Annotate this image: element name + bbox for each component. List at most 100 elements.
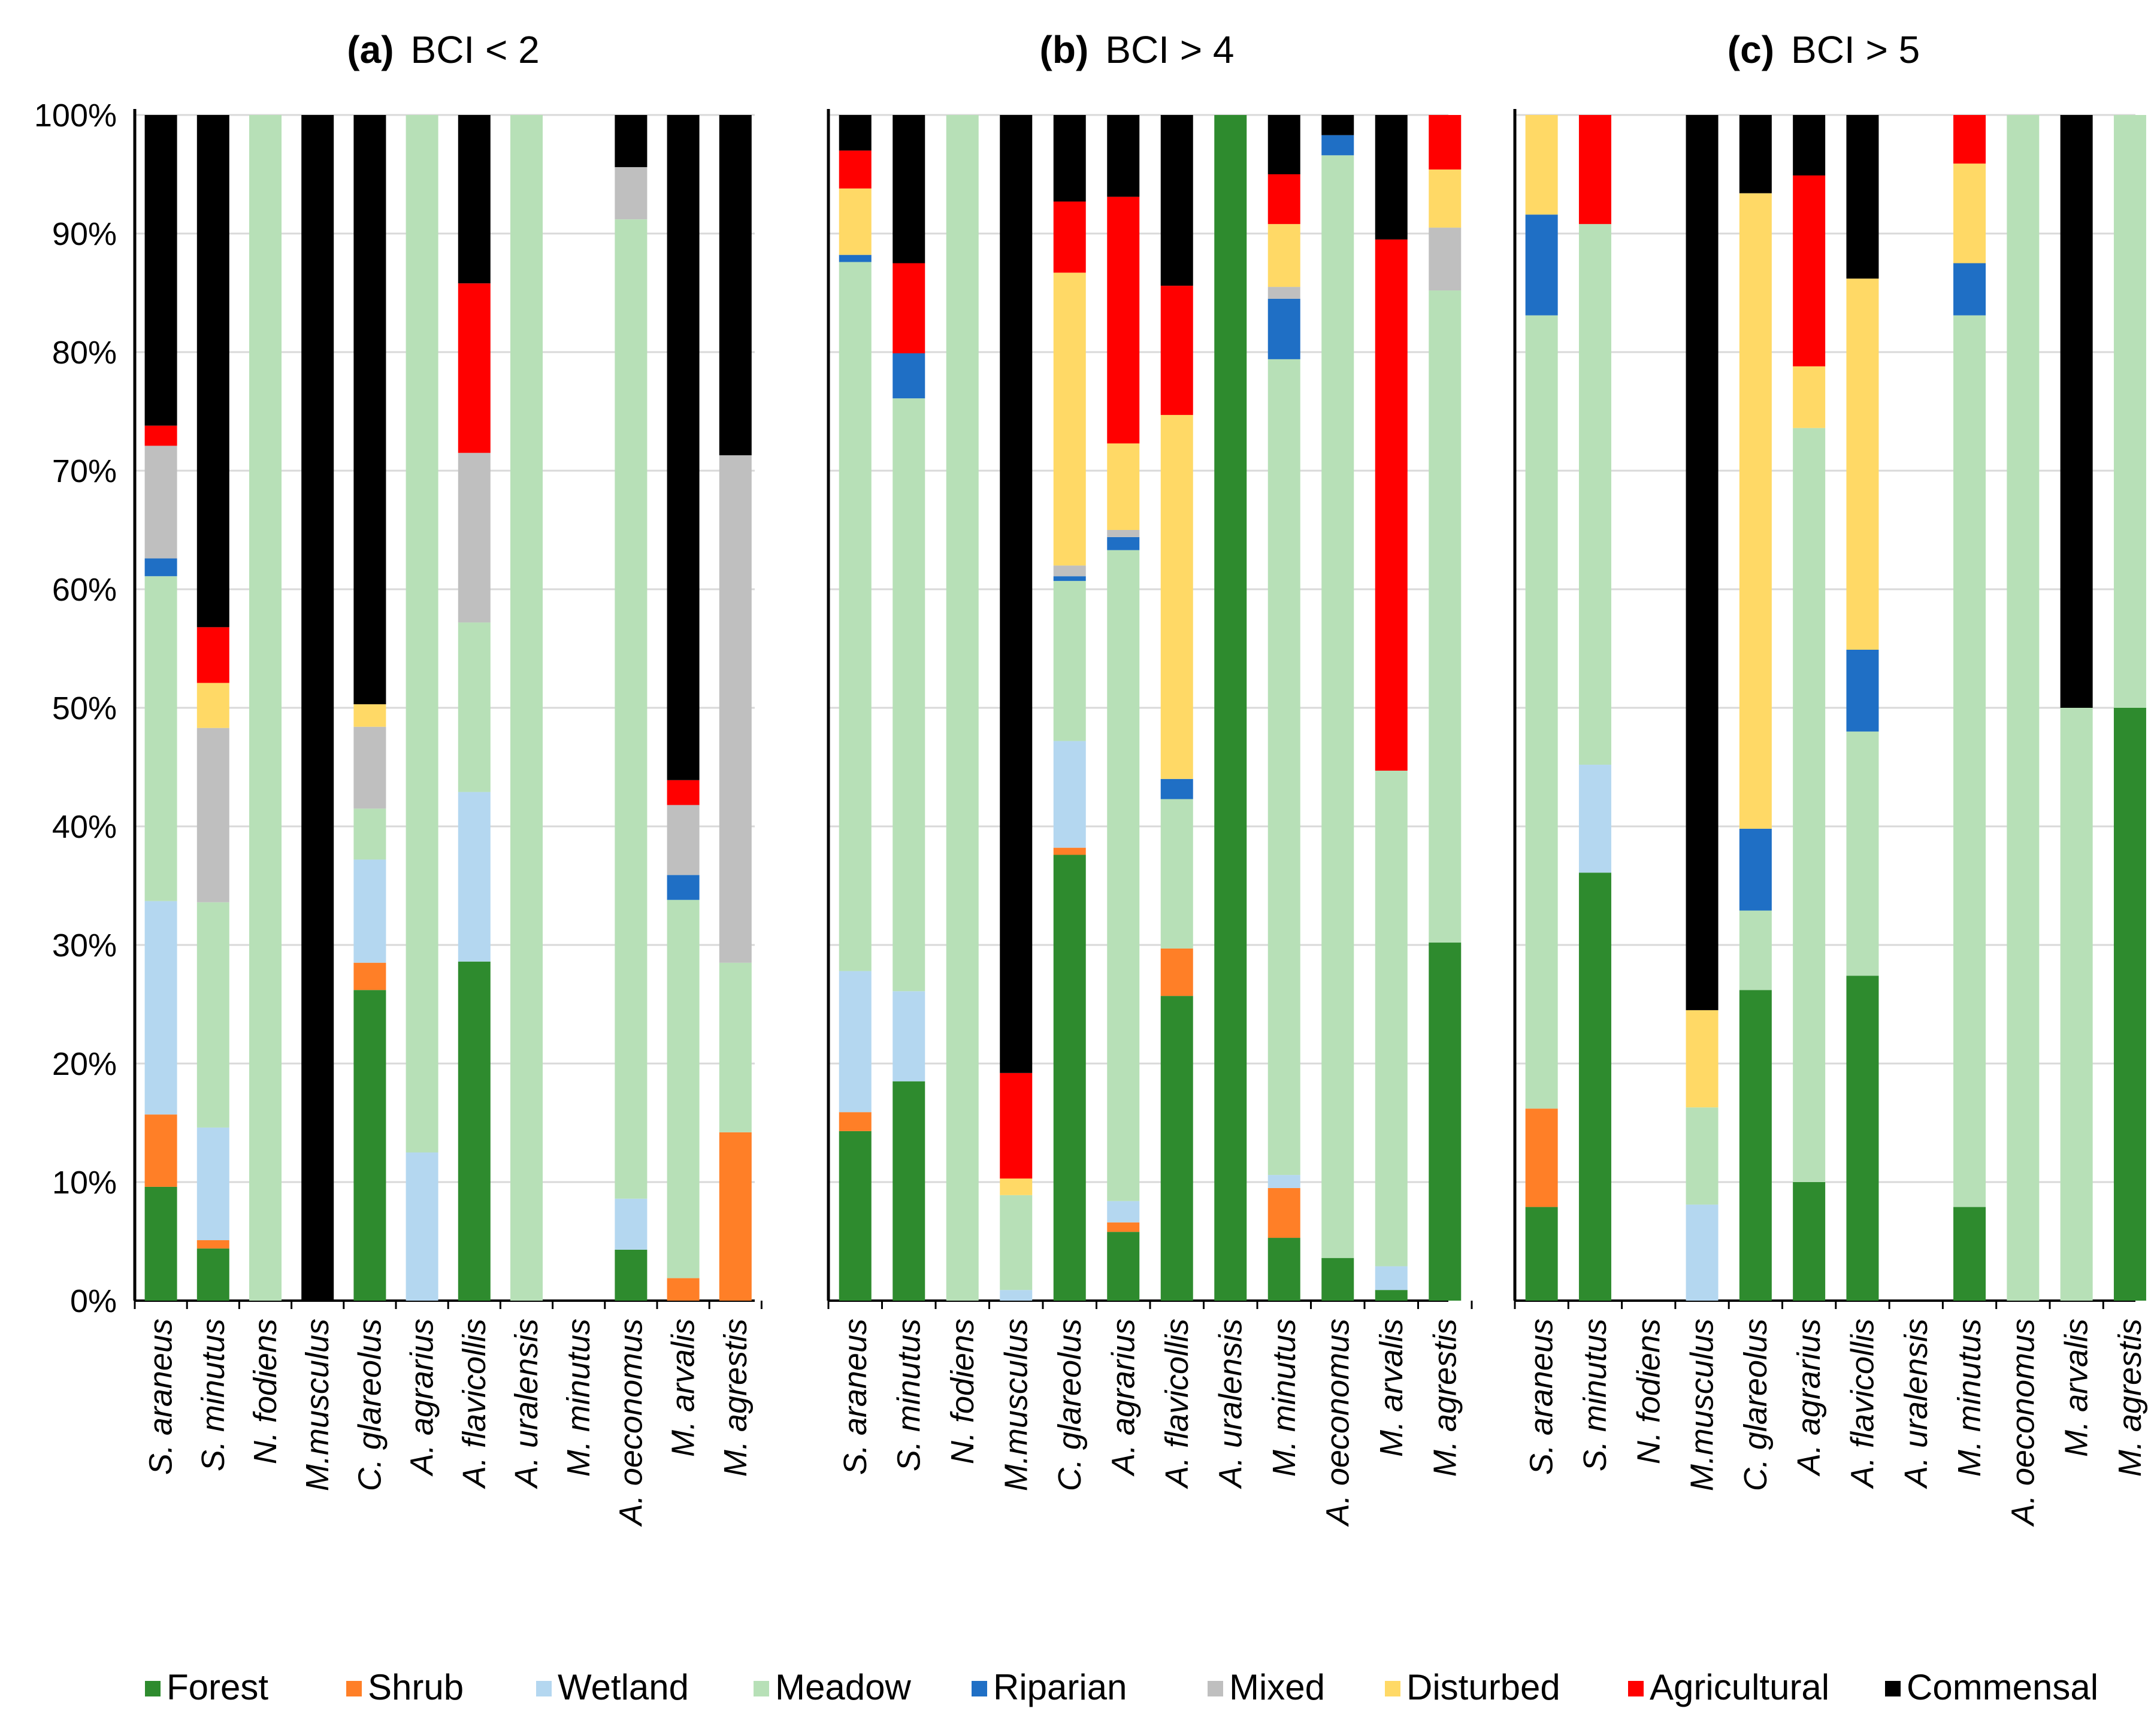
legend-swatch xyxy=(145,1681,161,1696)
bar-a-agrarius xyxy=(1793,115,1826,1301)
x-tick-label: S. araneus xyxy=(837,1319,873,1475)
bar-segment-riparian xyxy=(1321,135,1354,156)
bar-segment-meadow xyxy=(458,622,491,792)
x-tick-label: C. glareolus xyxy=(352,1319,388,1491)
x-tick-label: S. minutus xyxy=(891,1319,927,1471)
bar-segment-commensal xyxy=(719,115,752,456)
bar-segment-forest xyxy=(1053,855,1086,1301)
legend-item-agricultural: Agricultural xyxy=(1628,1667,1829,1707)
bar-segment-disturbed xyxy=(1160,414,1193,779)
bar-segment-riparian xyxy=(839,255,872,262)
panel-title-text: BCI > 4 xyxy=(1105,28,1234,71)
bar-m-arvalis xyxy=(2060,115,2093,1301)
bar-segment-forest xyxy=(1214,115,1247,1301)
bar-segment-riparian xyxy=(1953,263,1986,316)
bar-s-araneus xyxy=(839,115,872,1301)
bar-segment-meadow xyxy=(1160,799,1193,949)
legend-label: Agricultural xyxy=(1650,1667,1829,1707)
bar-segment-commensal xyxy=(1107,115,1140,197)
bar-segment-disturbed xyxy=(1267,224,1300,287)
bar-c-glareolus xyxy=(1739,115,1772,1301)
bar-segment-wetland xyxy=(1578,765,1611,873)
legend-item-meadow: Meadow xyxy=(754,1667,911,1707)
bar-segment-forest xyxy=(615,1249,648,1301)
bar-segment-disturbed xyxy=(1107,443,1140,530)
bar-m-minutus xyxy=(1267,115,1300,1301)
bar-segment-mixed xyxy=(1267,287,1300,299)
x-tick-label: C. glareolus xyxy=(1738,1319,1774,1491)
bar-segment-meadow xyxy=(196,902,229,1128)
bar-segment-forest xyxy=(1846,975,1879,1301)
bar-segment-disturbed xyxy=(1793,366,1826,428)
bar-segment-disturbed xyxy=(1953,163,1986,263)
bar-segment-riparian xyxy=(1739,828,1772,911)
x-tick-label: A. uralensis xyxy=(1212,1319,1248,1489)
bar-segment-commensal xyxy=(144,115,177,426)
bar-segment-commensal xyxy=(1846,115,1879,279)
bar-segment-wetland xyxy=(144,901,177,1115)
y-tick-label: 0% xyxy=(70,1283,117,1319)
bar-segment-meadow xyxy=(1053,581,1086,741)
y-tick-label: 70% xyxy=(52,453,117,489)
legend-item-forest: Forest xyxy=(145,1667,268,1707)
bar-segment-forest xyxy=(1375,1290,1408,1301)
legend-label: Disturbed xyxy=(1406,1667,1560,1707)
legend-label: Forest xyxy=(167,1667,268,1707)
bar-segment-agricultural xyxy=(196,627,229,683)
x-tick-label: M. arvalis xyxy=(1373,1319,1409,1457)
legend: Forest Shrub Wetland Meadow Riparian Mixed Dis… xyxy=(145,1667,2098,1707)
legend-swatch xyxy=(1885,1681,1901,1696)
bar-segment-wetland xyxy=(1053,741,1086,848)
bar-segment-forest xyxy=(1953,1207,1986,1301)
bar-segment-commensal xyxy=(353,115,386,705)
bar-segment-mixed xyxy=(458,453,491,623)
panel-title: (c) BCI > 5 xyxy=(1728,28,1920,71)
x-tick-label: M. minutus xyxy=(561,1319,597,1477)
bar-s-minutus xyxy=(1578,115,1611,1301)
bar-segment-agricultural xyxy=(1160,286,1193,415)
bar-segment-commensal xyxy=(1321,115,1354,135)
legend-label: Wetland xyxy=(558,1667,689,1707)
bar-segment-riparian xyxy=(893,353,925,399)
legend-label: Shrub xyxy=(368,1667,464,1707)
bar-segment-mixed xyxy=(1053,565,1086,577)
bar-segment-meadow xyxy=(1953,315,1986,1207)
bar-segment-shrub xyxy=(1053,847,1086,855)
bar-segment-meadow xyxy=(1578,224,1611,765)
bar-segment-disturbed xyxy=(1686,1010,1719,1108)
bar-m-musculus xyxy=(1000,115,1033,1301)
legend-label: Riparian xyxy=(993,1667,1127,1707)
x-tick-label: A. oeconomus xyxy=(613,1319,649,1527)
bar-m-arvalis xyxy=(667,115,700,1301)
bar-segment-wetland xyxy=(458,792,491,962)
bar-segment-commensal xyxy=(1053,115,1086,202)
bar-segment-agricultural xyxy=(1578,115,1611,225)
bar-segment-mixed xyxy=(196,728,229,902)
bar-segment-commensal xyxy=(1375,115,1408,240)
bar-segment-wetland xyxy=(839,971,872,1113)
legend-item-disturbed: Disturbed xyxy=(1385,1667,1560,1707)
panel-title: (a) BCI < 2 xyxy=(347,28,539,71)
x-tick-label: M.musculus xyxy=(998,1319,1034,1491)
y-tick-label: 30% xyxy=(52,928,117,964)
bar-s-minutus xyxy=(893,115,925,1301)
bar-a-flavicollis xyxy=(1160,115,1193,1301)
bar-segment-riparian xyxy=(1107,537,1140,550)
bar-segment-agricultural xyxy=(1429,115,1462,170)
bar-segment-agricultural xyxy=(1053,201,1086,273)
x-tick-label: A. agrarius xyxy=(1105,1319,1141,1477)
bar-a-oeconomus xyxy=(2007,115,2040,1301)
legend-swatch xyxy=(536,1681,552,1696)
x-tick-label: A. uralensis xyxy=(1898,1319,1934,1489)
y-tick-label: 20% xyxy=(52,1046,117,1082)
bar-segment-commensal xyxy=(458,115,491,284)
bar-m-arvalis xyxy=(1375,115,1408,1301)
x-tick-label: M. minutus xyxy=(1266,1319,1302,1477)
bar-segment-wetland xyxy=(1686,1204,1719,1301)
bar-segment-shrub xyxy=(1267,1187,1300,1238)
bar-segment-shrub xyxy=(353,962,386,990)
x-tick-label: S. minutus xyxy=(1577,1319,1613,1471)
bar-m-minutus xyxy=(1953,115,1986,1301)
bar-segment-disturbed xyxy=(1846,278,1879,650)
